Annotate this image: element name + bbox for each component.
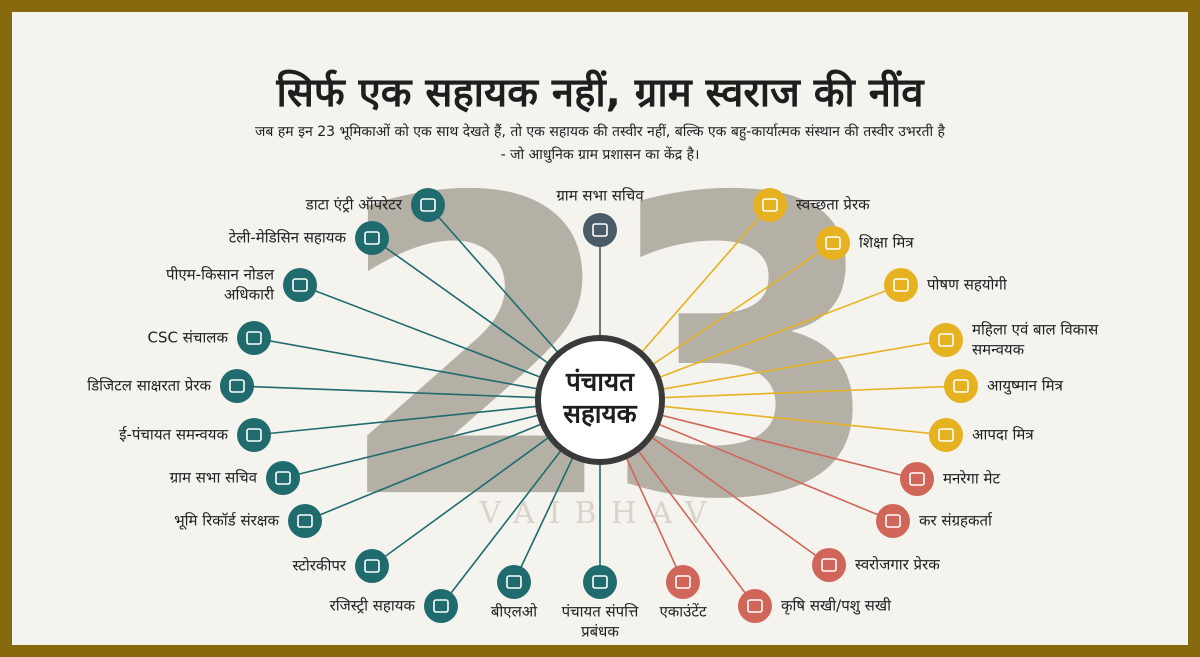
icon-glyph [246, 428, 262, 442]
role-icon [355, 221, 389, 255]
role-icon [220, 369, 254, 403]
icon-glyph [938, 428, 954, 442]
icon-glyph [229, 379, 245, 393]
role-label: डिजिटल साक्षरता प्रेरक [87, 377, 211, 395]
role-icon [583, 213, 617, 247]
role-icon [738, 589, 772, 623]
role-icon [355, 549, 389, 583]
role-label: ई-पंचायत समन्वयक [119, 426, 228, 444]
role-label: आयुष्मान मित्र [987, 377, 1064, 396]
role-label: रजिस्ट्री सहायक [330, 597, 416, 615]
role-label: आपदा मित्र [972, 426, 1034, 444]
role-label: एकाउंटेंट [659, 603, 706, 621]
role-label: बीएलओ [491, 603, 538, 621]
role-icon [411, 188, 445, 222]
role-icon [812, 548, 846, 582]
icon-glyph [893, 278, 909, 292]
role-icon [944, 369, 978, 403]
icon-glyph [938, 333, 954, 347]
role-icon [753, 188, 787, 222]
role-icon [929, 418, 963, 452]
icon-glyph [825, 236, 841, 250]
center-label: पंचायत [565, 368, 635, 398]
icon-glyph [592, 223, 608, 237]
role-label: समन्वयक [972, 341, 1025, 359]
role-label: डाटा एंट्री ऑपरेटर [305, 196, 403, 214]
icon-glyph [364, 559, 380, 573]
watermark: VAIBHAV [478, 496, 720, 531]
role-label: स्टोरकीपर [293, 557, 347, 575]
icon-glyph [909, 472, 925, 486]
icon-glyph [821, 558, 837, 572]
role-icon [237, 418, 271, 452]
icon-glyph [592, 575, 608, 589]
icon-glyph [675, 575, 691, 589]
role-label: ग्राम सभा सचिव [556, 187, 644, 205]
icon-glyph [953, 379, 969, 393]
role-icon [283, 268, 317, 302]
role-icon [876, 504, 910, 538]
role-icon [288, 504, 322, 538]
role-icon [884, 268, 918, 302]
role-label: शिक्षा मित्र [859, 234, 914, 252]
role-label: स्वरोजगार प्रेरक [855, 556, 940, 574]
role-icon [583, 565, 617, 599]
role-label: कर संग्रहकर्ता [919, 512, 993, 530]
role-icon [900, 462, 934, 496]
role-label: पीएम-किसान नोडल [166, 266, 275, 284]
role-icon [424, 589, 458, 623]
role-icon [929, 323, 963, 357]
role-label: महिला एवं बाल विकास [972, 321, 1099, 339]
icon-glyph [364, 231, 380, 245]
role-icon [816, 226, 850, 260]
role-icon [666, 565, 700, 599]
icon-glyph [297, 514, 313, 528]
role-label: भूमि रिकॉर्ड संरक्षक [174, 512, 279, 531]
subtitle: जब हम इन 23 भूमिकाओं को एक साथ देखते हैं… [255, 123, 945, 141]
role-icon [266, 461, 300, 495]
icon-glyph [762, 198, 778, 212]
icon-glyph [885, 514, 901, 528]
role-label: CSC संचालक [148, 329, 229, 347]
subtitle: - जो आधुनिक ग्राम प्रशासन का केंद्र है। [501, 146, 700, 163]
role-label: पंचायत संपत्ति [562, 603, 639, 621]
icon-glyph [275, 471, 291, 485]
icon-glyph [246, 331, 262, 345]
role-label: ग्राम सभा सचिव [170, 469, 258, 487]
role-label: अधिकारी [224, 286, 275, 304]
role-label: पोषण सहयोगी [927, 276, 1008, 294]
center-circle [535, 335, 665, 465]
role-label: प्रबंधक [581, 623, 619, 641]
role-label: स्वच्छता प्रेरक [796, 196, 870, 214]
icon-glyph [292, 278, 308, 292]
role-icon [497, 565, 531, 599]
icon-glyph [433, 599, 449, 613]
icon-glyph [420, 198, 436, 212]
role-label: कृषि सखी/पशु सखी [781, 597, 892, 616]
icon-glyph [747, 599, 763, 613]
icon-glyph [506, 575, 522, 589]
role-label: टेली-मेडिसिन सहायक [229, 229, 347, 247]
title: सिर्फ एक सहायक नहीं, ग्राम स्वराज की नीं… [275, 69, 925, 116]
role-label: मनरेगा मेट [943, 470, 1000, 488]
role-icon [237, 321, 271, 355]
center-label: सहायक [562, 400, 637, 430]
